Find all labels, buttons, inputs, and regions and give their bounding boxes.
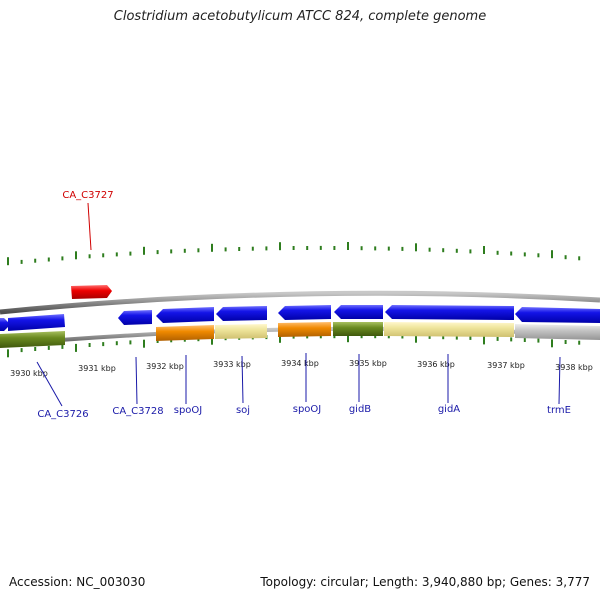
kbp-label: 3938 kbp	[555, 363, 593, 372]
gene-ca-c3726-arrow[interactable]	[0, 318, 8, 331]
leader-ca-c3728	[135, 356, 138, 405]
cog-band-khaki-1	[215, 324, 267, 339]
gene-label-ca-c3726[interactable]: CA_C3726	[37, 409, 88, 420]
cog-band-khaki-2	[384, 322, 514, 337]
gene-ca-c3726-arrow-2[interactable]	[8, 314, 65, 331]
gene-label-ca-c3727[interactable]: CA_C3727	[62, 190, 113, 201]
gene-name-labels: CA_C3727 CA_C3726 CA_C3728 spoOJ soj spo…	[37, 190, 571, 420]
gene-label-gida[interactable]: gidA	[438, 404, 460, 415]
leader-ca-c3727	[87, 202, 92, 251]
cog-band-olive-1	[0, 331, 65, 348]
kbp-label: 3932 kbp	[146, 362, 184, 371]
scale-ticks-upper	[7, 242, 581, 266]
kbp-label: 3937 kbp	[487, 361, 525, 370]
leader-soj	[241, 355, 244, 404]
genome-backbone-outer	[0, 290, 600, 315]
gene-label-soj[interactable]: soj	[236, 405, 250, 416]
leader-ca-c3726	[36, 361, 63, 407]
cog-band-orange-2	[278, 322, 331, 337]
cog-band-olive-2	[333, 322, 383, 336]
kbp-label: 3931 kbp	[78, 364, 116, 373]
map-title: Clostridium acetobutylicum ATCC 824, com…	[113, 9, 487, 24]
gene-trme-arrow[interactable]	[515, 307, 600, 323]
gene-label-gidb[interactable]: gidB	[349, 404, 371, 415]
gene-gida-arrow[interactable]	[385, 305, 514, 320]
gene-label-trme[interactable]: trmE	[547, 405, 571, 416]
gene-ca-c3728-arrow[interactable]	[118, 310, 152, 325]
leader-trme	[558, 356, 561, 405]
gene-label-spooj[interactable]: spoOJ	[174, 405, 203, 416]
gene-leader-lines	[36, 202, 561, 407]
accession-text: Accession: NC_003030	[9, 575, 146, 589]
gene-ca-c3727-arrow[interactable]	[71, 285, 112, 299]
gene-gidb-arrow[interactable]	[334, 305, 383, 319]
gene-spooj-2-arrow[interactable]	[278, 305, 331, 320]
kbp-label: 3930 kbp	[10, 369, 48, 378]
gene-label-ca-c3728[interactable]: CA_C3728	[112, 406, 163, 417]
gene-soj-arrow[interactable]	[216, 306, 267, 321]
gene-spooj-arrow[interactable]	[156, 307, 214, 323]
gene-features	[0, 285, 600, 348]
kbp-label: 3936 kbp	[417, 360, 455, 369]
kbp-scale-labels: 3930 kbp 3931 kbp 3932 kbp 3933 kbp 3934…	[10, 359, 593, 378]
kbp-label: 3933 kbp	[213, 360, 251, 369]
gene-label-spooj-2[interactable]: spoOJ	[293, 404, 322, 415]
kbp-label: 3935 kbp	[349, 359, 387, 368]
cog-band-orange-1	[156, 325, 214, 341]
kbp-label: 3934 kbp	[281, 359, 319, 368]
topology-text: Topology: circular; Length: 3,940,880 bp…	[260, 575, 590, 589]
cog-band-gray-1	[515, 324, 600, 340]
